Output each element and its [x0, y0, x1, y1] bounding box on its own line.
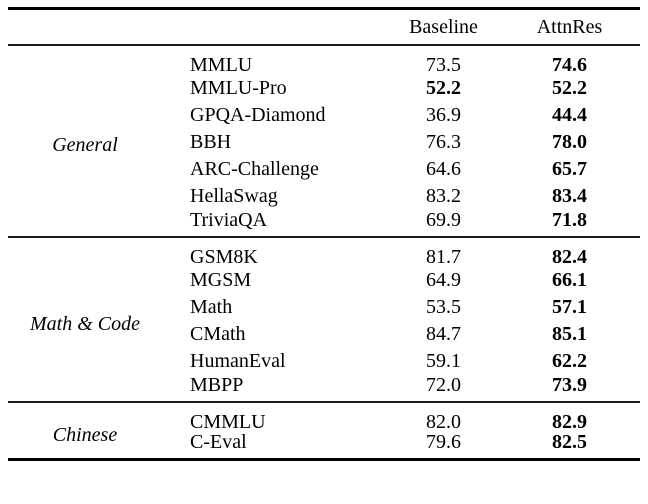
table-row: C-Eval 79.6 82.5	[8, 432, 640, 460]
attnres-value: 62.2	[552, 350, 587, 372]
table-row: CMath 84.7 85.1	[8, 321, 640, 348]
baseline-value: 72.0	[426, 373, 461, 396]
baseline-value: 53.5	[426, 296, 461, 318]
benchmark-name: BBH	[190, 131, 232, 153]
attnres-value: 57.1	[552, 296, 587, 318]
attnres-value: 82.4	[552, 245, 587, 268]
table-header: Baseline AttnRes	[8, 9, 640, 45]
baseline-value: 69.9	[426, 208, 461, 231]
header-spacer	[8, 9, 190, 45]
benchmark-name: MBPP	[190, 373, 244, 396]
attnres-value: 44.4	[552, 104, 587, 126]
baseline-value: 64.6	[426, 158, 461, 180]
table-row: Math & Code GSM8K 81.7 82.4	[8, 237, 640, 334]
header-row: Baseline AttnRes	[8, 9, 640, 45]
category-label: Chinese	[52, 423, 118, 446]
baseline-value: 59.1	[426, 350, 461, 372]
category-label: Math & Code	[30, 312, 140, 335]
benchmark-name: MMLU-Pro	[190, 77, 287, 99]
table-row: TriviaQA 69.9 71.8	[8, 210, 640, 237]
baseline-value: 83.2	[426, 185, 461, 207]
attnres-value: 71.8	[552, 208, 587, 231]
table-section: General MMLU 73.5 74.6 MMLU-Pro 52.2 52.2 GPQA-…	[8, 45, 640, 237]
baseline-value: 84.7	[426, 323, 461, 345]
benchmark-name: MMLU	[190, 53, 253, 76]
attnres-value: 52.2	[552, 77, 587, 99]
baseline-value: 81.7	[426, 245, 461, 268]
benchmark-name: CMMLU	[190, 410, 266, 433]
attnres-value: 83.4	[552, 185, 587, 207]
benchmark-name: TriviaQA	[190, 208, 268, 231]
category-label: General	[52, 134, 118, 156]
baseline-value: 79.6	[426, 430, 461, 453]
baseline-value: 82.0	[426, 410, 461, 433]
benchmark-name: ARC-Challenge	[190, 158, 319, 180]
table-row: General MMLU 73.5 74.6	[8, 45, 640, 156]
table-row: Chinese CMMLU 82.0 82.9	[8, 402, 640, 445]
table-row: MMLU-Pro 52.2 52.2	[8, 75, 640, 102]
baseline-value: 73.5	[426, 53, 461, 76]
column-header-baseline: Baseline	[409, 15, 478, 38]
attnres-value: 73.9	[552, 373, 587, 396]
attnres-value: 78.0	[552, 131, 587, 153]
attnres-value: 82.5	[552, 430, 587, 453]
benchmark-table: Baseline AttnRes General MMLU 73.5 74.6 MMLU…	[8, 7, 640, 461]
attnres-value: 85.1	[552, 323, 587, 345]
benchmark-name: Math	[190, 296, 233, 318]
baseline-value: 64.9	[426, 269, 461, 291]
table-section: Math & Code GSM8K 81.7 82.4 MGSM 64.9 66.1 Math…	[8, 236, 640, 402]
benchmark-name: HumanEval	[190, 350, 286, 372]
baseline-value: 52.2	[426, 77, 461, 99]
attnres-value: 66.1	[552, 269, 587, 291]
baseline-value: 76.3	[426, 131, 461, 153]
baseline-value: 36.9	[426, 104, 461, 126]
table-row: MGSM 64.9 66.1	[8, 267, 640, 294]
table-row: MBPP 72.0 73.9	[8, 375, 640, 402]
attnres-value: 82.9	[552, 410, 587, 433]
benchmark-name: MGSM	[190, 269, 252, 291]
table-row: BBH 76.3 78.0	[8, 129, 640, 156]
benchmark-name: CMath	[190, 323, 246, 345]
header-spacer	[190, 9, 388, 45]
table-row: Math 53.5 57.1	[8, 294, 640, 321]
table-section: Chinese CMMLU 82.0 82.9 C-Eval 79.6 82.5	[8, 401, 640, 460]
table-row: HumanEval 59.1 62.2	[8, 348, 640, 375]
column-header-attnres: AttnRes	[536, 15, 603, 38]
attnres-value: 74.6	[552, 53, 587, 76]
table-row: ARC-Challenge 64.6 65.7	[8, 156, 640, 183]
table-row: HellaSwag 83.2 83.4	[8, 183, 640, 210]
benchmark-name: C-Eval	[190, 430, 247, 453]
benchmark-name: GPQA-Diamond	[190, 104, 326, 126]
table-row: GPQA-Diamond 36.9 44.4	[8, 102, 640, 129]
attnres-value: 65.7	[552, 158, 587, 180]
benchmark-name: GSM8K	[190, 245, 258, 268]
benchmark-name: HellaSwag	[190, 185, 278, 207]
